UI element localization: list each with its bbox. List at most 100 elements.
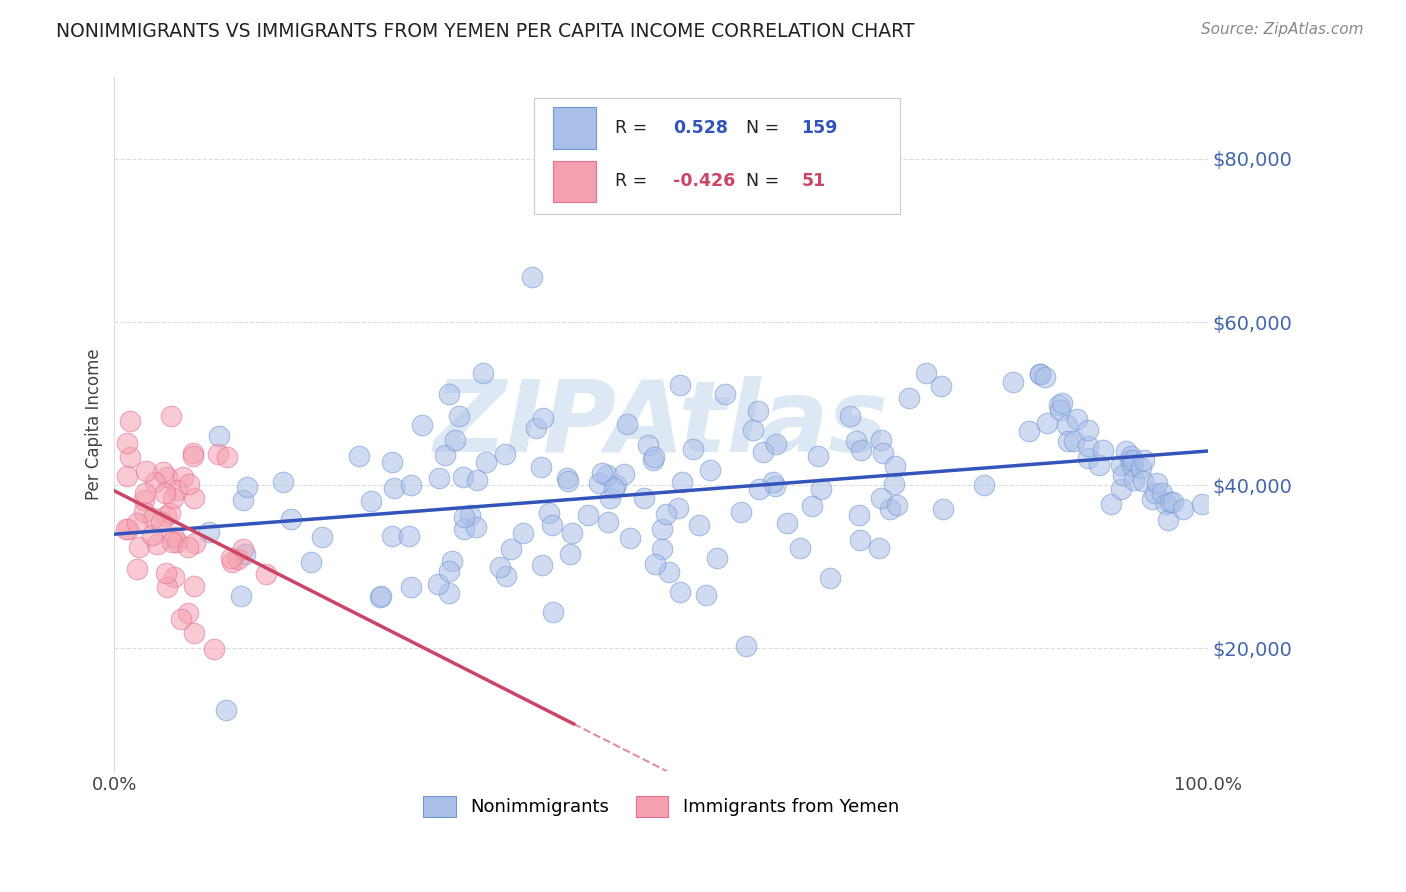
- Point: [849, 442, 872, 457]
- Point: [132, 505, 155, 519]
- Point: [619, 531, 641, 545]
- Point: [643, 450, 665, 464]
- Point: [915, 366, 938, 380]
- Point: [669, 378, 692, 392]
- Point: [633, 491, 655, 505]
- Text: NONIMMIGRANTS VS IMMIGRANTS FROM YEMEN PER CAPITA INCOME CORRELATION CHART: NONIMMIGRANTS VS IMMIGRANTS FROM YEMEN P…: [56, 22, 915, 41]
- Point: [132, 493, 155, 508]
- Point: [453, 522, 475, 536]
- Point: [868, 541, 890, 555]
- Text: R =: R =: [614, 172, 647, 190]
- Point: [254, 566, 277, 581]
- Point: [229, 589, 252, 603]
- Point: [197, 524, 219, 539]
- Point: [735, 639, 758, 653]
- Point: [762, 475, 785, 489]
- Text: ZIPAtlas: ZIPAtlas: [434, 376, 889, 473]
- Text: -0.426: -0.426: [673, 172, 735, 190]
- Point: [181, 446, 204, 460]
- Point: [233, 547, 256, 561]
- Point: [495, 569, 517, 583]
- Point: [1077, 423, 1099, 437]
- Point: [474, 455, 496, 469]
- Point: [883, 476, 905, 491]
- Point: [232, 542, 254, 557]
- Point: [520, 270, 543, 285]
- Point: [159, 409, 181, 424]
- Point: [153, 486, 176, 500]
- Point: [1050, 396, 1073, 410]
- Point: [427, 471, 450, 485]
- Point: [360, 493, 382, 508]
- Point: [155, 469, 177, 483]
- Point: [818, 571, 841, 585]
- Point: [162, 491, 184, 505]
- Point: [605, 477, 627, 491]
- Point: [1157, 513, 1180, 527]
- Point: [1033, 370, 1056, 384]
- Point: [1140, 492, 1163, 507]
- Point: [671, 475, 693, 490]
- Point: [666, 500, 689, 515]
- Point: [765, 437, 787, 451]
- Point: [464, 520, 486, 534]
- Point: [115, 468, 138, 483]
- Point: [1146, 475, 1168, 490]
- Point: [613, 467, 636, 481]
- Point: [155, 509, 177, 524]
- Point: [1159, 495, 1181, 509]
- Point: [1171, 501, 1194, 516]
- Text: N =: N =: [747, 119, 779, 136]
- Point: [973, 477, 995, 491]
- Point: [1122, 473, 1144, 487]
- Point: [883, 458, 905, 473]
- Text: 0.528: 0.528: [673, 119, 728, 136]
- Point: [471, 366, 494, 380]
- Point: [886, 498, 908, 512]
- Point: [1109, 482, 1132, 496]
- Point: [598, 515, 620, 529]
- Point: [603, 481, 626, 495]
- Point: [142, 511, 165, 525]
- Point: [127, 516, 149, 530]
- Point: [541, 517, 564, 532]
- Point: [143, 475, 166, 490]
- Text: Source: ZipAtlas.com: Source: ZipAtlas.com: [1201, 22, 1364, 37]
- Point: [380, 529, 402, 543]
- Point: [169, 612, 191, 626]
- Point: [879, 501, 901, 516]
- Point: [183, 625, 205, 640]
- Point: [651, 542, 673, 557]
- Point: [531, 411, 554, 425]
- Point: [208, 428, 231, 442]
- Point: [226, 551, 249, 566]
- Point: [555, 471, 578, 485]
- Point: [1115, 444, 1137, 458]
- Point: [437, 564, 460, 578]
- Point: [713, 387, 735, 401]
- Point: [1191, 497, 1213, 511]
- Point: [706, 551, 728, 566]
- Point: [932, 502, 955, 516]
- Point: [776, 516, 799, 530]
- Point: [1063, 434, 1085, 449]
- Point: [134, 486, 156, 500]
- Point: [152, 465, 174, 479]
- Point: [695, 588, 717, 602]
- Point: [1049, 402, 1071, 417]
- Point: [1121, 459, 1143, 474]
- Point: [1109, 458, 1132, 472]
- Point: [499, 541, 522, 556]
- Point: [643, 453, 665, 467]
- Point: [382, 481, 405, 495]
- Point: [591, 467, 613, 481]
- Legend: Nonimmigrants, Immigrants from Yemen: Nonimmigrants, Immigrants from Yemen: [416, 789, 907, 824]
- Point: [232, 493, 254, 508]
- Point: [870, 491, 893, 506]
- Point: [839, 409, 862, 423]
- Point: [561, 526, 583, 541]
- Text: R =: R =: [614, 119, 647, 136]
- Point: [120, 414, 142, 428]
- Point: [1001, 376, 1024, 390]
- Point: [159, 506, 181, 520]
